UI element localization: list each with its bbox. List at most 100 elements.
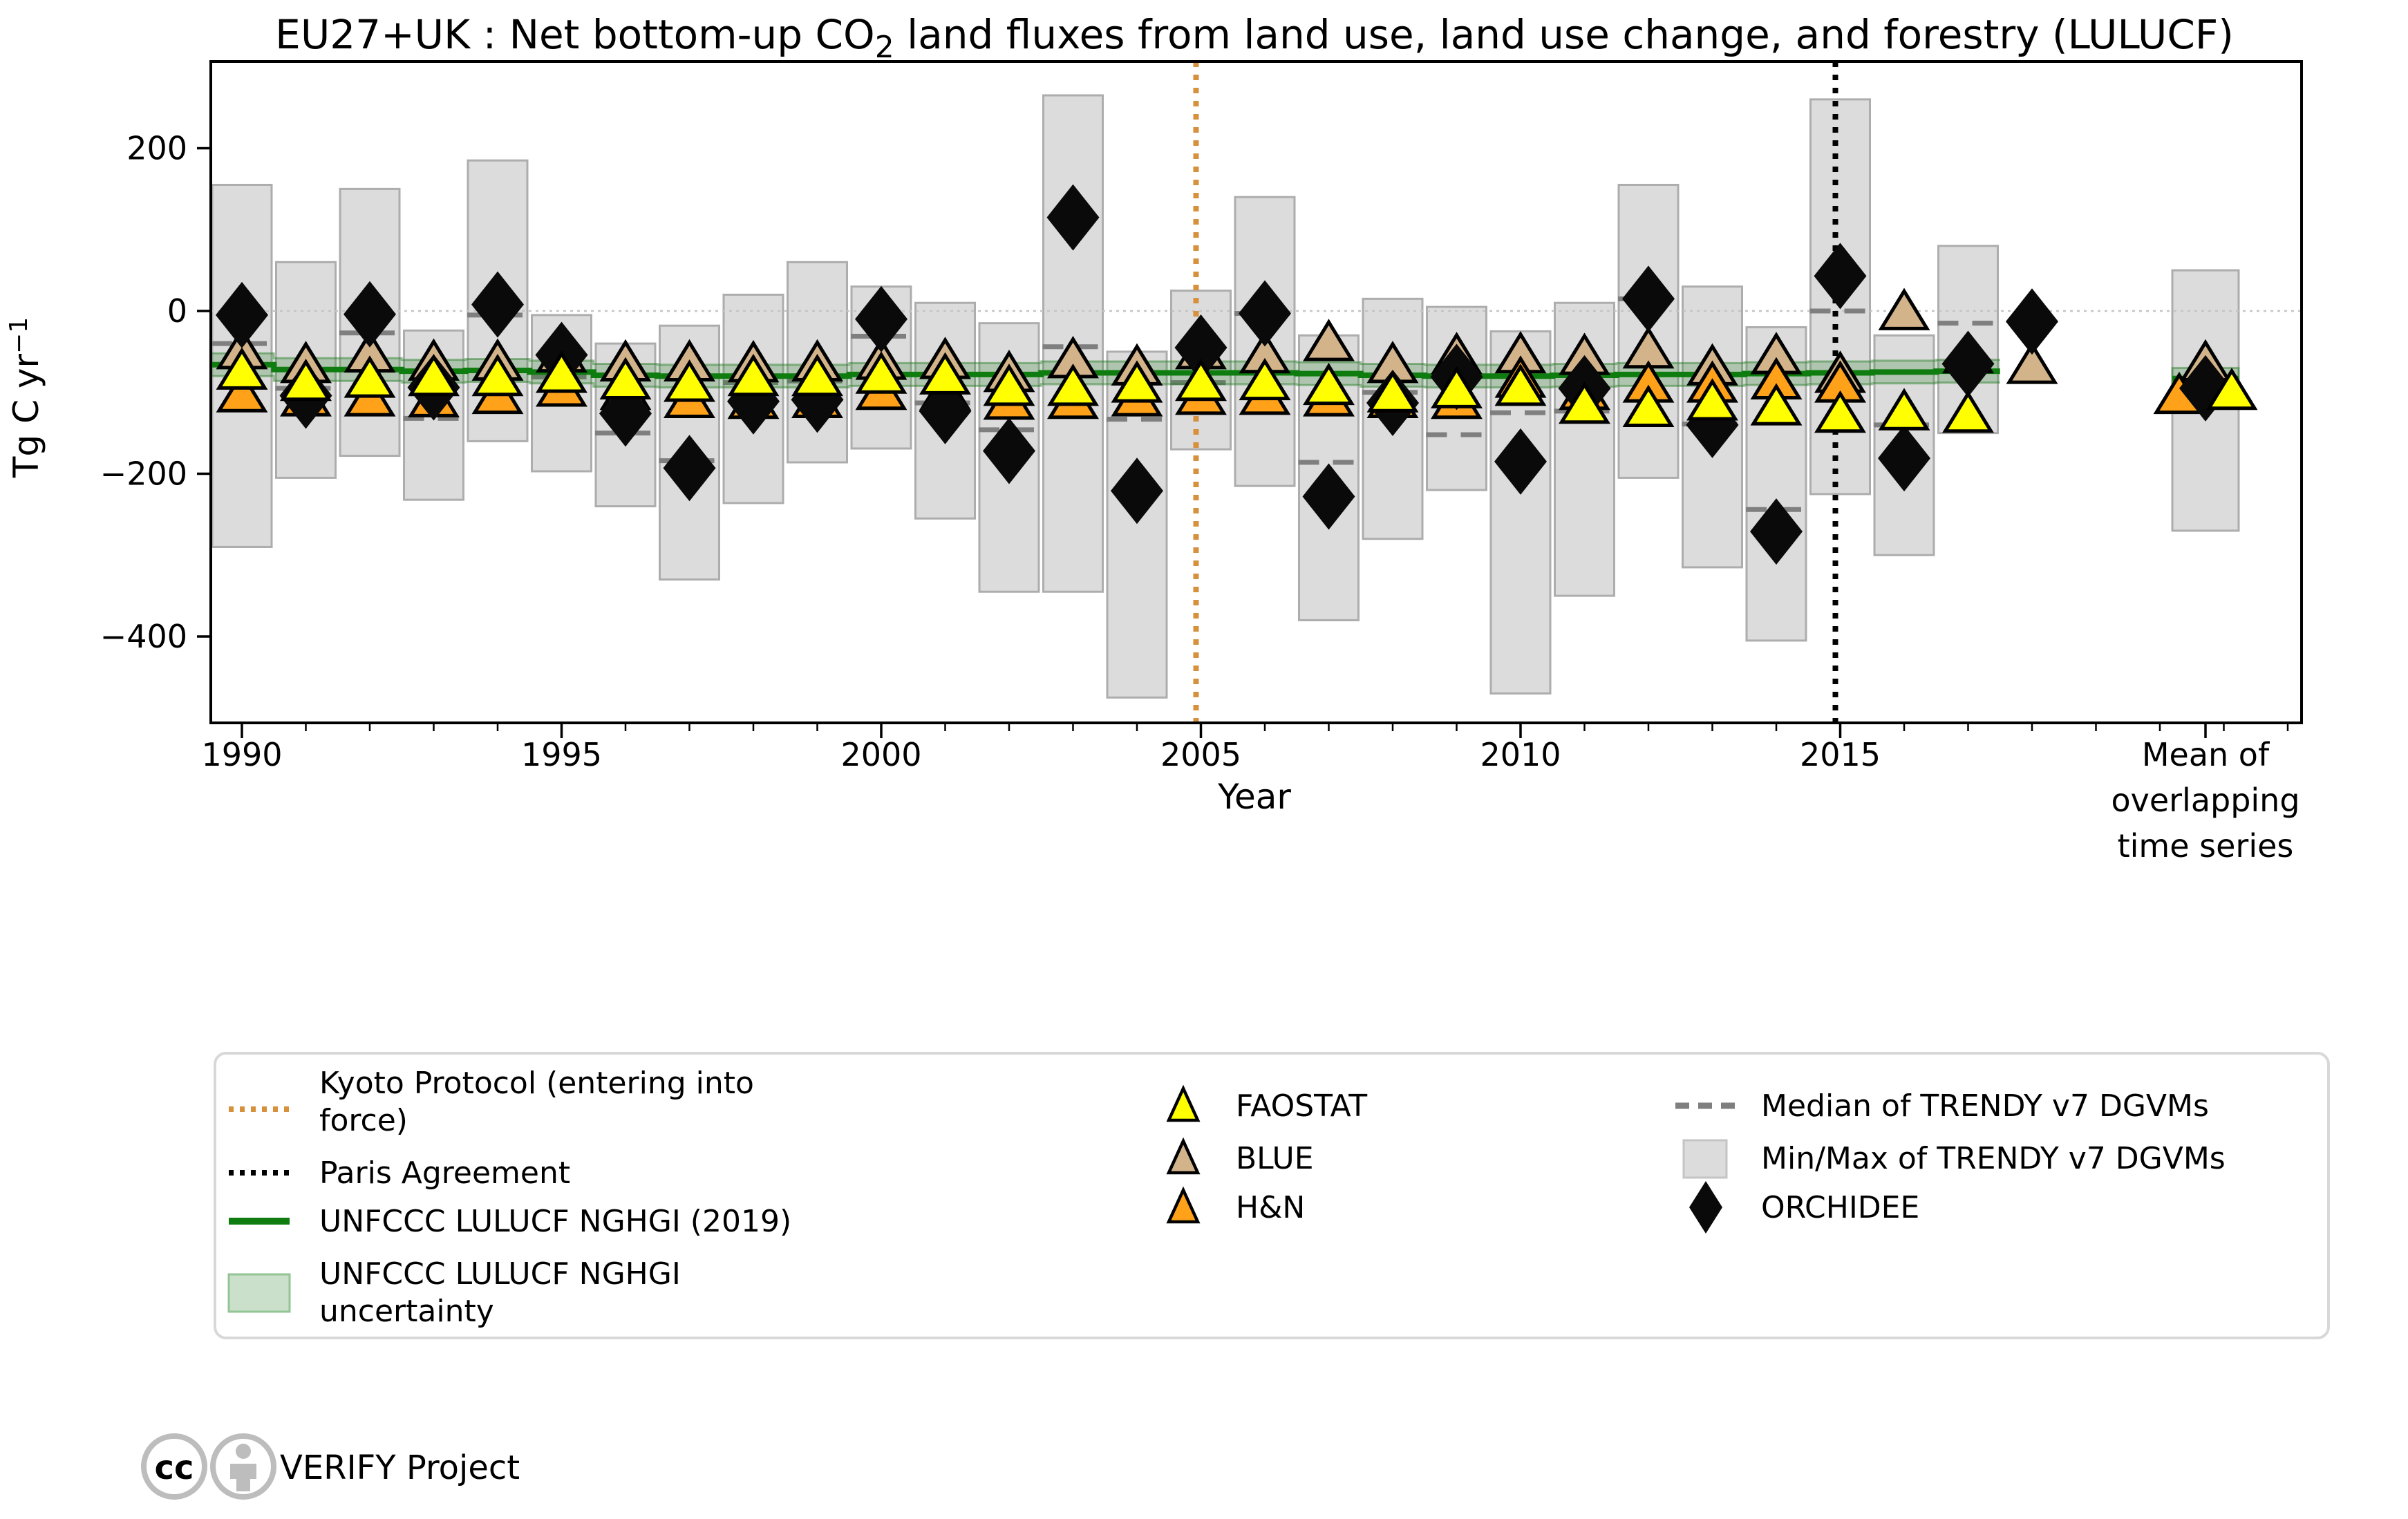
faostat-marker [599, 357, 652, 399]
orchidee-marker [1750, 498, 1803, 565]
y-tick-label: −200 [100, 455, 187, 493]
faostat-marker [983, 364, 1035, 406]
plot-frame [209, 60, 2303, 724]
faostat-marker-mean [2205, 367, 2258, 411]
orchidee-diamond-icon [1689, 1181, 1722, 1234]
y-axis-label: Tg C yr−1 [5, 317, 46, 478]
hn-triangle-icon [1166, 1186, 1201, 1224]
orchidee-marker [1174, 314, 1227, 381]
legend-label-nghgi-unc-2: uncertainty [319, 1294, 494, 1329]
legend-label-trendy-median: Median of TRENDY v7 DGVMs [1761, 1088, 2209, 1124]
faostat-marker [1686, 378, 1738, 421]
faostat-marker [216, 347, 268, 390]
legend-label-kyoto-1: Kyoto Protocol (entering into [319, 1066, 754, 1101]
orchidee-marker [1878, 425, 1930, 492]
mean-axis-label-line: time series [2118, 827, 2294, 865]
legend-box [214, 1052, 2330, 1339]
cc-icon-text: cc [155, 1449, 194, 1487]
legend-label-blue: BLUE [1236, 1141, 1314, 1176]
legend-label-nghgi: UNFCCC LULUCF NGHGI (2019) [319, 1204, 791, 1239]
footer: cc VERIFY Project [141, 1433, 520, 1500]
y-tick-label: −400 [100, 618, 187, 655]
mean-axis-label-line: overlapping [2111, 782, 2299, 819]
blue-marker [1303, 319, 1355, 361]
faostat-marker [855, 351, 907, 394]
faostat-marker [408, 353, 460, 397]
orchidee-marker [1302, 463, 1355, 530]
x-tick-label: 2010 [1480, 736, 1561, 773]
faostat-marker [664, 359, 715, 402]
cc-by-person-icon [210, 1433, 276, 1500]
faostat-marker [1111, 360, 1163, 403]
orchidee-marker [983, 417, 1035, 484]
faostat-marker [727, 353, 780, 397]
faostat-marker [1814, 390, 1866, 433]
orchidee-marker [855, 285, 907, 352]
faostat-marker [1366, 370, 1419, 413]
faostat-marker [344, 355, 396, 398]
cc-by-person-body-icon [230, 1464, 256, 1491]
hn-marker [216, 370, 268, 413]
cc-icon [141, 1433, 207, 1500]
faostat-marker [1559, 381, 1610, 424]
legend: Kyoto Protocol (entering into force) Par… [214, 1052, 2330, 1339]
faostat-marker [536, 350, 587, 393]
orchidee-marker [344, 281, 396, 348]
legend-label-paris: Paris Agreement [319, 1155, 570, 1191]
legend-label-hn: H&N [1236, 1190, 1305, 1225]
orchidee-marker [1239, 280, 1291, 347]
faostat-marker [1942, 390, 1994, 433]
faostat-marker [1622, 384, 1675, 427]
faostat-marker [1175, 359, 1227, 402]
orchidee-marker [1622, 265, 1675, 332]
faostat-marker [791, 353, 843, 397]
faostat-triangle-icon [1166, 1084, 1201, 1122]
legend-label-trendy-minmax: Min/Max of TRENDY v7 DGVMs [1761, 1141, 2226, 1176]
faostat-marker [919, 352, 971, 395]
legend-label-orchidee: ORCHIDEE [1761, 1190, 1919, 1225]
orchidee-marker [663, 435, 716, 502]
x-tick-label: 2015 [1800, 736, 1881, 773]
legend-label-nghgi-unc-1: UNFCCC LULUCF NGHGI [319, 1256, 681, 1292]
faostat-marker [1431, 366, 1483, 408]
footer-project-label: VERIFY Project [280, 1449, 520, 1487]
y-tick-label: 0 [167, 292, 187, 330]
trendy-minmax-bar [1042, 94, 1104, 593]
x-tick-label: 2005 [1160, 736, 1241, 773]
faostat-marker [1878, 388, 1930, 431]
faostat-marker [1303, 362, 1355, 406]
faostat-marker [280, 359, 332, 402]
x-tick-label: 1990 [201, 736, 282, 773]
blue-marker [2006, 341, 2058, 384]
orchidee-marker [1046, 184, 1100, 251]
faostat-marker [1494, 364, 1547, 406]
plot-area [209, 62, 2302, 723]
orchidee-marker [471, 271, 524, 338]
faostat-marker [1047, 364, 1099, 406]
blue-marker [1878, 287, 1930, 330]
mean-axis-label-line: Mean of [2142, 736, 2270, 773]
orchidee-marker [2006, 288, 2058, 355]
legend-label-kyoto-2: force) [319, 1103, 408, 1138]
orchidee-marker [1111, 457, 1163, 525]
faostat-marker [471, 353, 524, 397]
orchidee-marker [1814, 243, 1867, 310]
orchidee-marker [216, 281, 268, 348]
cc-by-person-head-icon [236, 1444, 251, 1459]
orchidee-marker [1494, 428, 1547, 495]
chart-title: EU27+UK : Net bottom-up CO2 land fluxes … [275, 11, 2234, 65]
x-tick-label: 1995 [521, 736, 602, 773]
blue-triangle-icon [1166, 1137, 1201, 1175]
trendy-minmax-swatch-icon [1682, 1139, 1728, 1179]
orchidee-marker [1941, 330, 1995, 397]
x-axis-label: Year [1217, 777, 1291, 817]
y-tick-label: 200 [126, 130, 187, 167]
legend-label-faostat: FAOSTAT [1236, 1088, 1367, 1124]
faostat-marker [1750, 383, 1803, 426]
x-tick-label: 2000 [840, 736, 921, 773]
nghgi-uncertainty-swatch-icon [227, 1273, 291, 1313]
faostat-marker [1239, 357, 1291, 401]
